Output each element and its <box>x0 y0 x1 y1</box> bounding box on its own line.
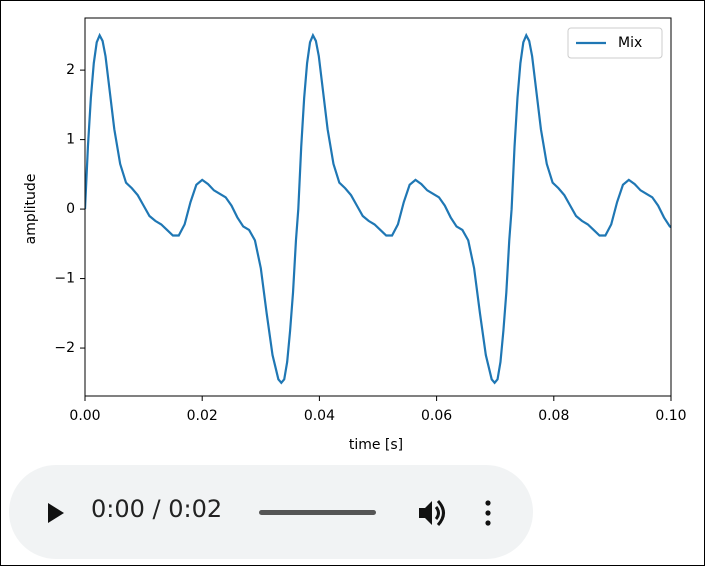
time-display: 0:00 / 0:02 <box>91 495 223 523</box>
x-tick-label: 0.02 <box>187 408 218 424</box>
x-tick-label: 0.06 <box>421 408 452 424</box>
x-axis-label: time [s] <box>349 437 403 453</box>
menu-button[interactable] <box>485 500 491 526</box>
y-tick-label: −2 <box>54 340 75 356</box>
legend-label: Mix <box>618 35 642 51</box>
player-controls <box>48 499 491 527</box>
x-tick-label: 0.00 <box>69 408 100 424</box>
y-tick-label: 0 <box>66 201 75 217</box>
axes-frame <box>84 17 672 397</box>
y-axis-label: amplitude <box>23 174 39 245</box>
progress-bar[interactable] <box>259 510 376 515</box>
x-tick-label: 0.04 <box>304 408 335 424</box>
line-series <box>85 32 671 385</box>
play-button[interactable] <box>48 503 64 523</box>
y-tick-label: 1 <box>66 132 75 148</box>
legend-box <box>567 27 663 59</box>
y-tick-label: 2 <box>66 62 75 78</box>
plot-area <box>85 32 671 385</box>
volume-button[interactable] <box>419 499 445 527</box>
y-tick-label: −1 <box>54 271 75 287</box>
x-tick-label: 0.10 <box>655 408 686 424</box>
x-tick-label: 0.08 <box>538 408 569 424</box>
audio-player[interactable]: 0:00 / 0:02 <box>9 465 533 559</box>
chart: time [s] amplitude 0.00 0.02 0.04 0.06 0.08 0… <box>23 17 687 453</box>
